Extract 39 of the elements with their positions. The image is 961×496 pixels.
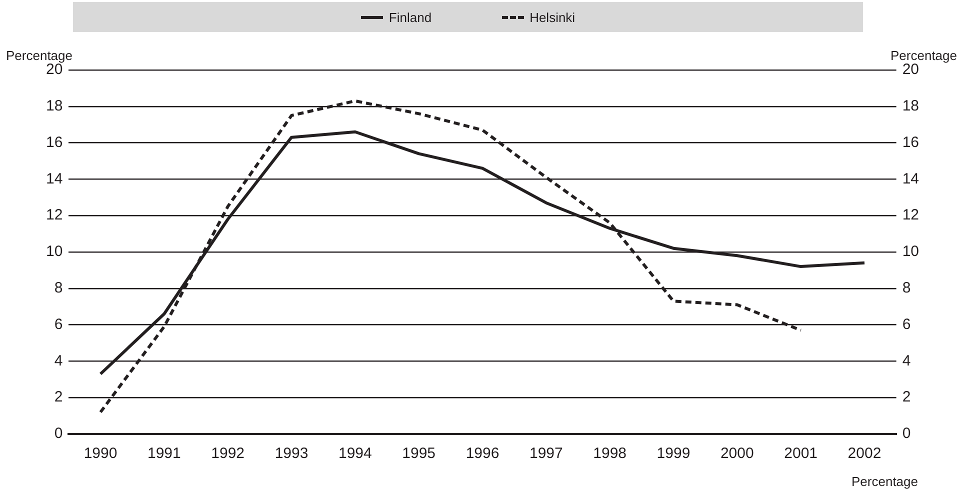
x-tick-label: 2000 — [720, 445, 754, 462]
x-tick-label: 1999 — [656, 445, 690, 462]
y-tick-label: 0 — [54, 425, 63, 442]
x-tick-label: 1990 — [84, 445, 118, 462]
y2-tick-label: 16 — [902, 134, 920, 151]
x-tick-label: 1991 — [147, 445, 181, 462]
y2-tick-label: 8 — [902, 280, 911, 297]
y-tick-label: 2 — [54, 388, 63, 406]
y2-tick-label: 6 — [902, 316, 911, 333]
x-tick-label: 2002 — [848, 445, 882, 462]
y2-tick-label: 4 — [902, 352, 911, 370]
x-tick-label: 2001 — [784, 445, 818, 462]
y2-tick-label: 2 — [902, 388, 911, 406]
y2-tick-label: 18 — [902, 98, 920, 115]
y-tick-label: 10 — [46, 243, 63, 260]
x-tick-label: 1996 — [466, 445, 500, 462]
legend-label: Finland — [388, 10, 432, 24]
y2-tick-label: 20 — [902, 61, 920, 78]
x-tick-label: 1997 — [529, 445, 563, 462]
y2-axis-title: Percentage — [890, 48, 957, 63]
legend-label: Helsinki — [530, 10, 576, 24]
x-axis-title: Percentage — [852, 474, 918, 489]
y-tick-label: 14 — [46, 170, 63, 188]
y2-tick-label: 0 — [902, 425, 911, 442]
y-tick-label: 6 — [54, 316, 63, 333]
y-tick-label: 18 — [46, 98, 63, 115]
y-axis-title: Percentage — [6, 48, 72, 63]
y2-tick-label: 10 — [902, 243, 920, 260]
x-tick-label: 1993 — [274, 445, 308, 462]
y2-tick-label: 14 — [902, 170, 920, 188]
y-tick-label: 8 — [54, 280, 63, 297]
y-tick-label: 16 — [46, 134, 63, 151]
x-tick-label: 1995 — [402, 445, 436, 462]
x-tick-label: 1998 — [593, 445, 627, 462]
x-tick-label: 1994 — [338, 445, 372, 462]
x-tick-label: 1992 — [211, 445, 245, 462]
y2-tick-label: 12 — [902, 206, 920, 224]
y-tick-label: 12 — [46, 206, 63, 224]
y-tick-label: 4 — [54, 352, 63, 370]
